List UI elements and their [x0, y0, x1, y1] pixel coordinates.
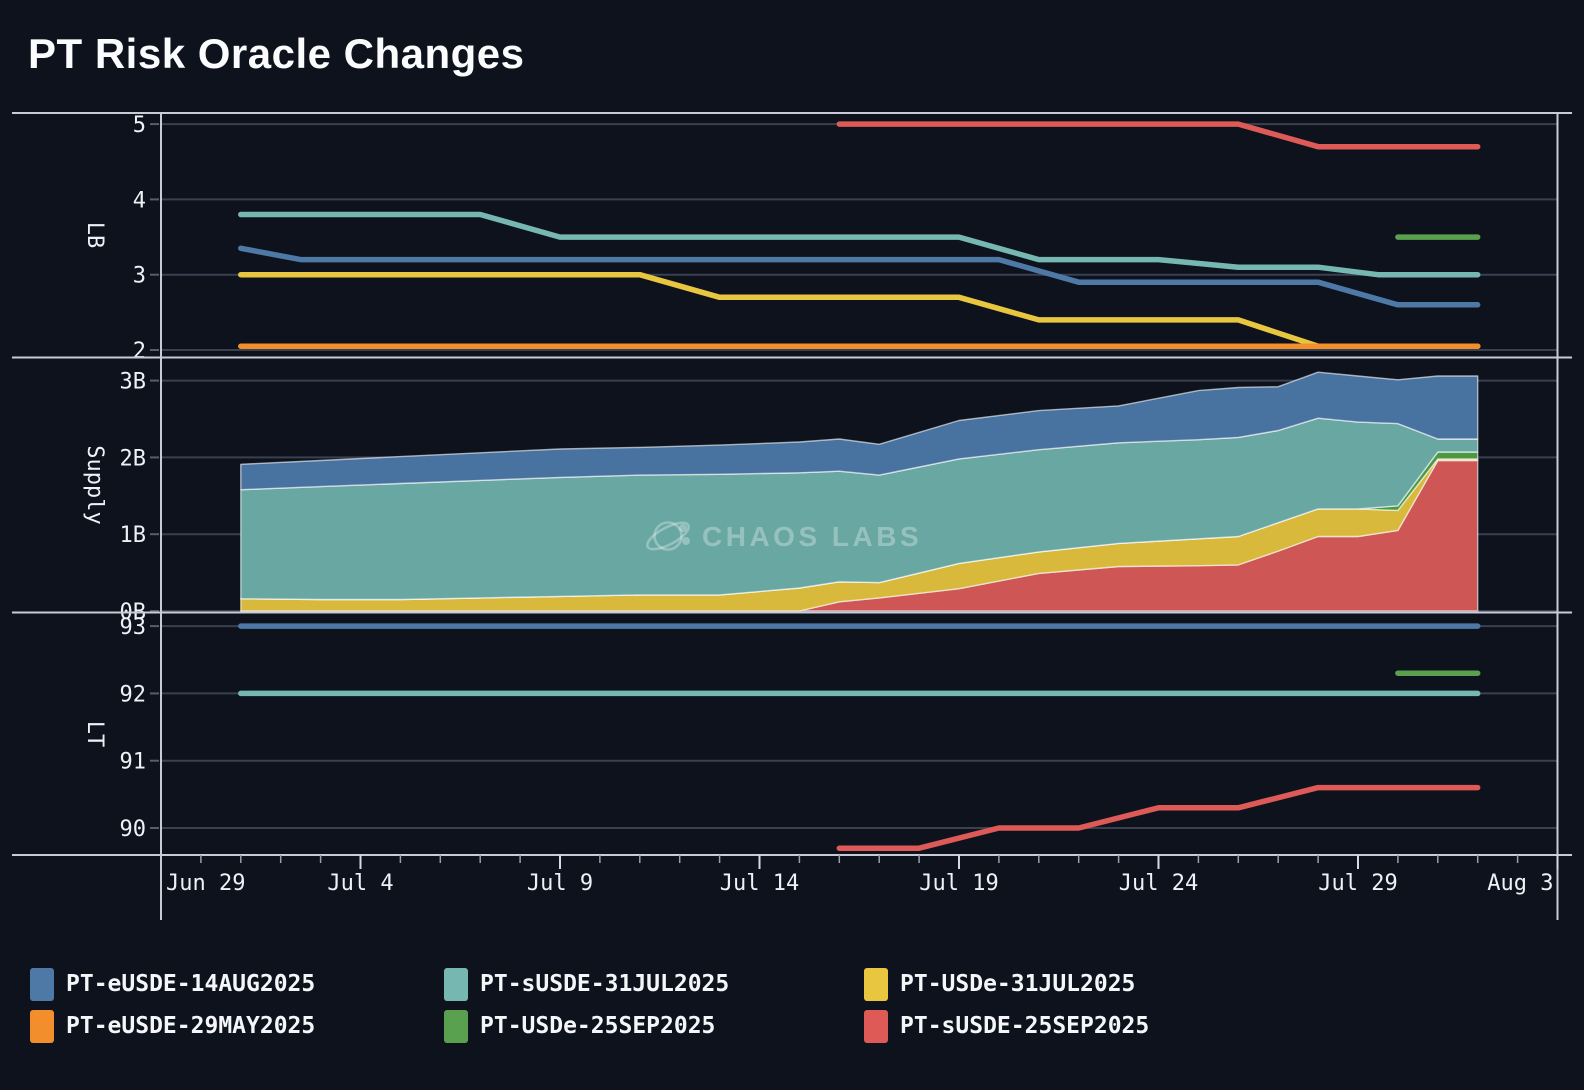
legend-item-PT-USDe-25SEP2025[interactable]: PT-USDe-25SEP2025 — [444, 1008, 864, 1044]
legend: PT-eUSDE-14AUG2025 PT-sUSDE-31JUL2025 PT-U… — [30, 966, 1384, 1044]
y-tick-label: 92 — [120, 682, 147, 707]
legend-label: PT-eUSDE-14AUG2025 — [66, 971, 316, 997]
x-tick-label: Jul 9 — [527, 871, 593, 896]
legend-swatch — [444, 1009, 468, 1043]
panel-lb: 5 4 3 2 LB — [82, 113, 1558, 364]
line-lt-PT-sUSDE-25SEP2025 — [836, 784, 1481, 851]
axis-title-lt: LT — [82, 721, 107, 748]
legend-swatch — [30, 967, 54, 1001]
legend-swatch — [864, 967, 888, 1001]
line-lb-PT-eUSDE-14AUG2025 — [238, 245, 1481, 308]
lb-lines — [238, 121, 1481, 349]
chaos-labs-icon — [653, 521, 683, 551]
plot-frame — [12, 112, 1572, 920]
icon-node — [682, 537, 690, 545]
y-tick-label: 91 — [120, 750, 147, 775]
legend-label: PT-USDe-31JUL2025 — [900, 971, 1136, 997]
legend-item-PT-sUSDE-25SEP2025[interactable]: PT-sUSDE-25SEP2025 — [864, 1008, 1384, 1044]
legend-swatch — [444, 967, 468, 1001]
y-tick-label: 3B — [120, 370, 147, 395]
x-tick-label: Jul 19 — [919, 871, 998, 896]
x-tick-label: Jul 29 — [1318, 871, 1397, 896]
page-title: PT Risk Oracle Changes — [28, 30, 525, 77]
legend-item-PT-sUSDE-31JUL2025[interactable]: PT-sUSDE-31JUL2025 — [444, 966, 864, 1002]
lt-lines — [238, 623, 1481, 851]
y-tick-label: 93 — [120, 615, 147, 640]
icon-node — [679, 524, 687, 532]
line-lb-PT-USDe-31JUL2025 — [238, 271, 1481, 349]
x-tick-label: Jul 24 — [1119, 871, 1198, 896]
y-tick-label: 2 — [133, 339, 146, 364]
legend-label: PT-USDe-25SEP2025 — [480, 1013, 716, 1039]
line-lb-PT-sUSDE-25SEP2025 — [836, 121, 1481, 150]
legend-label: PT-eUSDE-29MAY2025 — [66, 1013, 316, 1039]
panel-lt: 93 92 91 90 LT — [82, 615, 1558, 842]
y-tick-label: 1B — [120, 523, 147, 548]
x-tick-label: Aug 3 — [1487, 871, 1553, 896]
chaos-labs-icon-orbit — [646, 521, 690, 551]
legend-item-PT-eUSDE-29MAY2025[interactable]: PT-eUSDE-29MAY2025 — [30, 1008, 444, 1044]
x-axis: Jun 29 Jul 4 Jul 9 Jul 14 Jul 19 Jul 24 Jul 29… — [166, 855, 1559, 896]
legend-item-PT-USDe-31JUL2025[interactable]: PT-USDe-31JUL2025 — [864, 966, 1384, 1002]
line-lb-PT-sUSDE-31JUL2025 — [238, 211, 1481, 278]
legend-swatch — [30, 1009, 54, 1043]
y-tick-label: 2B — [120, 446, 147, 471]
legend-swatch — [864, 1009, 888, 1043]
legend-label: PT-sUSDE-25SEP2025 — [900, 1013, 1150, 1039]
supply-stacked-area — [240, 371, 1479, 612]
y-tick-label: 90 — [120, 817, 147, 842]
area-PT-eUSDE-14AUG2025 — [240, 371, 1479, 491]
x-tick-label: Jul 14 — [720, 871, 799, 896]
watermark-text: CHAOS LABS — [702, 521, 922, 552]
axis-title-lb: LB — [82, 222, 107, 249]
legend-label: PT-sUSDE-31JUL2025 — [480, 971, 730, 997]
x-tick-label: Jul 4 — [327, 871, 393, 896]
x-tick-label: Jun 29 — [166, 871, 245, 896]
axis-title-supply: Supply — [82, 445, 107, 524]
y-tick-label: 5 — [133, 113, 146, 138]
y-tick-label: 4 — [133, 188, 146, 213]
y-tick-label: 3 — [133, 264, 146, 289]
legend-item-PT-eUSDE-14AUG2025[interactable]: PT-eUSDE-14AUG2025 — [30, 966, 444, 1002]
chaos-labs-watermark: CHAOS LABS — [646, 521, 922, 552]
